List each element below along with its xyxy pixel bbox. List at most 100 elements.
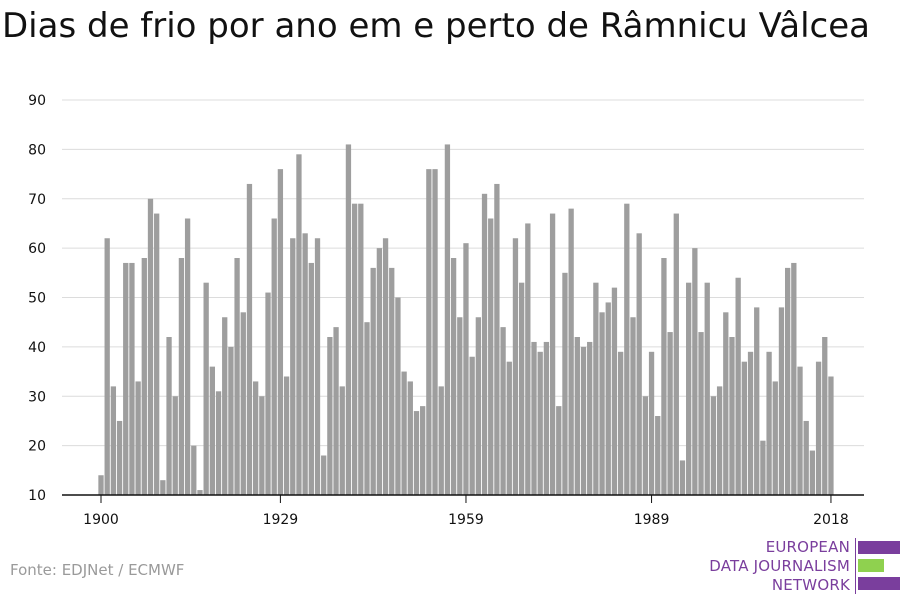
bar-1951 bbox=[413, 411, 420, 495]
bar-1984 bbox=[617, 351, 624, 495]
bar-2006 bbox=[754, 307, 760, 496]
bar-1959 bbox=[463, 243, 469, 495]
bar-1960 bbox=[469, 356, 475, 495]
x-tick-label: 1989 bbox=[634, 512, 670, 528]
logo-bar-purple-top bbox=[858, 541, 900, 554]
logo-text-network: NETWORK bbox=[771, 576, 850, 594]
bar-1906 bbox=[135, 381, 141, 495]
bar-1930 bbox=[283, 376, 290, 495]
bar-1944 bbox=[370, 267, 376, 496]
bar-1947 bbox=[389, 267, 395, 496]
bar-1976 bbox=[568, 208, 574, 496]
y-tick-label: 80 bbox=[28, 142, 46, 158]
bar-2014 bbox=[803, 420, 809, 495]
bar-1996 bbox=[692, 248, 698, 496]
logo-text-european: EUROPEAN bbox=[765, 538, 850, 556]
bar-1941 bbox=[351, 203, 358, 495]
bar-1917 bbox=[203, 282, 209, 495]
source-note: Fonte: EDJNet / ECMWF bbox=[10, 561, 185, 579]
bar-1916 bbox=[197, 490, 203, 495]
bar-1988 bbox=[642, 396, 649, 495]
bar-1994 bbox=[679, 460, 686, 495]
bar-2005 bbox=[747, 351, 754, 495]
bar-1985 bbox=[624, 203, 630, 495]
bar-1905 bbox=[129, 262, 135, 495]
logo-bar-green bbox=[858, 559, 884, 572]
bar-1945 bbox=[376, 248, 383, 496]
bar-1965 bbox=[500, 327, 506, 496]
bar-2018 bbox=[828, 376, 834, 495]
logo-text-data-journalism: DATA JOURNALISM bbox=[709, 557, 850, 575]
bar-1912 bbox=[172, 396, 178, 495]
bar-1968 bbox=[519, 282, 525, 495]
bar-1986 bbox=[630, 317, 636, 495]
bar-1979 bbox=[587, 341, 593, 495]
y-tick-label: 60 bbox=[28, 241, 46, 257]
x-tick-label: 1929 bbox=[263, 512, 299, 528]
bar-1950 bbox=[407, 381, 413, 495]
bar-1952 bbox=[420, 406, 426, 496]
bar-1910 bbox=[160, 480, 166, 495]
bar-1939 bbox=[339, 386, 345, 496]
bar-1931 bbox=[290, 238, 296, 495]
bar-1983 bbox=[611, 287, 618, 496]
bar-1990 bbox=[655, 416, 661, 495]
bar-1998 bbox=[704, 282, 710, 495]
bar-1956 bbox=[444, 144, 451, 495]
bar-1927 bbox=[265, 292, 271, 495]
bar-1934 bbox=[308, 262, 314, 495]
bar-1911 bbox=[166, 337, 172, 495]
bar-1981 bbox=[599, 312, 605, 495]
bar-2012 bbox=[791, 262, 797, 495]
bar-1953 bbox=[426, 169, 432, 496]
y-tick-label: 70 bbox=[28, 192, 46, 208]
bar-1977 bbox=[574, 337, 580, 495]
bar-2011 bbox=[785, 267, 791, 496]
bar-1942 bbox=[358, 203, 364, 495]
bar-1904 bbox=[123, 262, 129, 495]
bar-1958 bbox=[457, 317, 463, 495]
bar-1972 bbox=[543, 341, 550, 495]
bar-1935 bbox=[314, 238, 321, 495]
bar-2008 bbox=[766, 351, 772, 495]
bar-1913 bbox=[178, 258, 185, 495]
y-tick-label: 40 bbox=[28, 340, 46, 356]
bar-1973 bbox=[549, 213, 556, 495]
x-axis-ticks: 1900 1929 1959 1989 2018 bbox=[83, 495, 849, 528]
y-tick-label: 90 bbox=[28, 93, 46, 109]
bar-2000 bbox=[716, 386, 723, 496]
bar-2016 bbox=[815, 361, 822, 495]
bar-1962 bbox=[481, 193, 488, 495]
bar-2003 bbox=[735, 277, 741, 495]
edjnet-logo: EUROPEAN DATA JOURNALISM NETWORK bbox=[700, 538, 900, 594]
bar-1949 bbox=[401, 371, 407, 495]
bar-2002 bbox=[729, 337, 735, 495]
bar-1992 bbox=[667, 332, 673, 495]
bar-1980 bbox=[593, 282, 599, 495]
y-tick-label: 30 bbox=[28, 389, 46, 405]
bar-1957 bbox=[450, 258, 457, 495]
bar-2007 bbox=[760, 440, 766, 495]
bar-2001 bbox=[723, 312, 729, 495]
bar-1943 bbox=[364, 322, 370, 495]
bar-1948 bbox=[395, 297, 401, 495]
bar-2015 bbox=[809, 450, 816, 495]
chart-title: Dias de frio por ano em e perto de Râmni… bbox=[2, 6, 870, 46]
bar-1902 bbox=[110, 386, 117, 496]
bar-1938 bbox=[333, 327, 339, 496]
bar-1907 bbox=[141, 258, 147, 495]
bar-1924 bbox=[246, 183, 253, 495]
bar-1991 bbox=[661, 258, 667, 495]
bar-1914 bbox=[184, 218, 191, 495]
bar-1946 bbox=[382, 238, 389, 495]
bars bbox=[98, 144, 834, 496]
bar-1971 bbox=[537, 351, 543, 495]
x-tick-label: 1959 bbox=[448, 512, 484, 528]
bar-1937 bbox=[327, 337, 333, 495]
bar-1993 bbox=[673, 213, 679, 495]
y-tick-label: 50 bbox=[28, 291, 46, 307]
bar-2013 bbox=[797, 366, 803, 496]
bar-1918 bbox=[209, 366, 215, 496]
bar-1908 bbox=[147, 198, 154, 495]
